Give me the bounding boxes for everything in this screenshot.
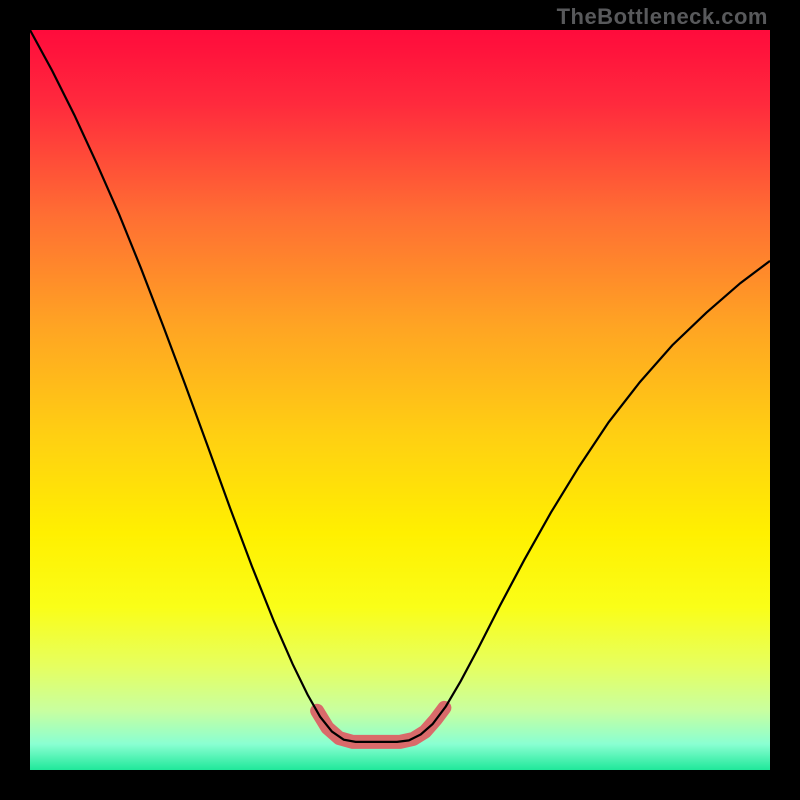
watermark-text: TheBottleneck.com bbox=[557, 4, 768, 30]
optimal-region-highlight bbox=[317, 708, 444, 742]
plot-area bbox=[30, 30, 770, 770]
chart-frame: TheBottleneck.com bbox=[0, 0, 800, 800]
bottleneck-curve bbox=[30, 30, 770, 742]
curve-layer bbox=[30, 30, 770, 770]
